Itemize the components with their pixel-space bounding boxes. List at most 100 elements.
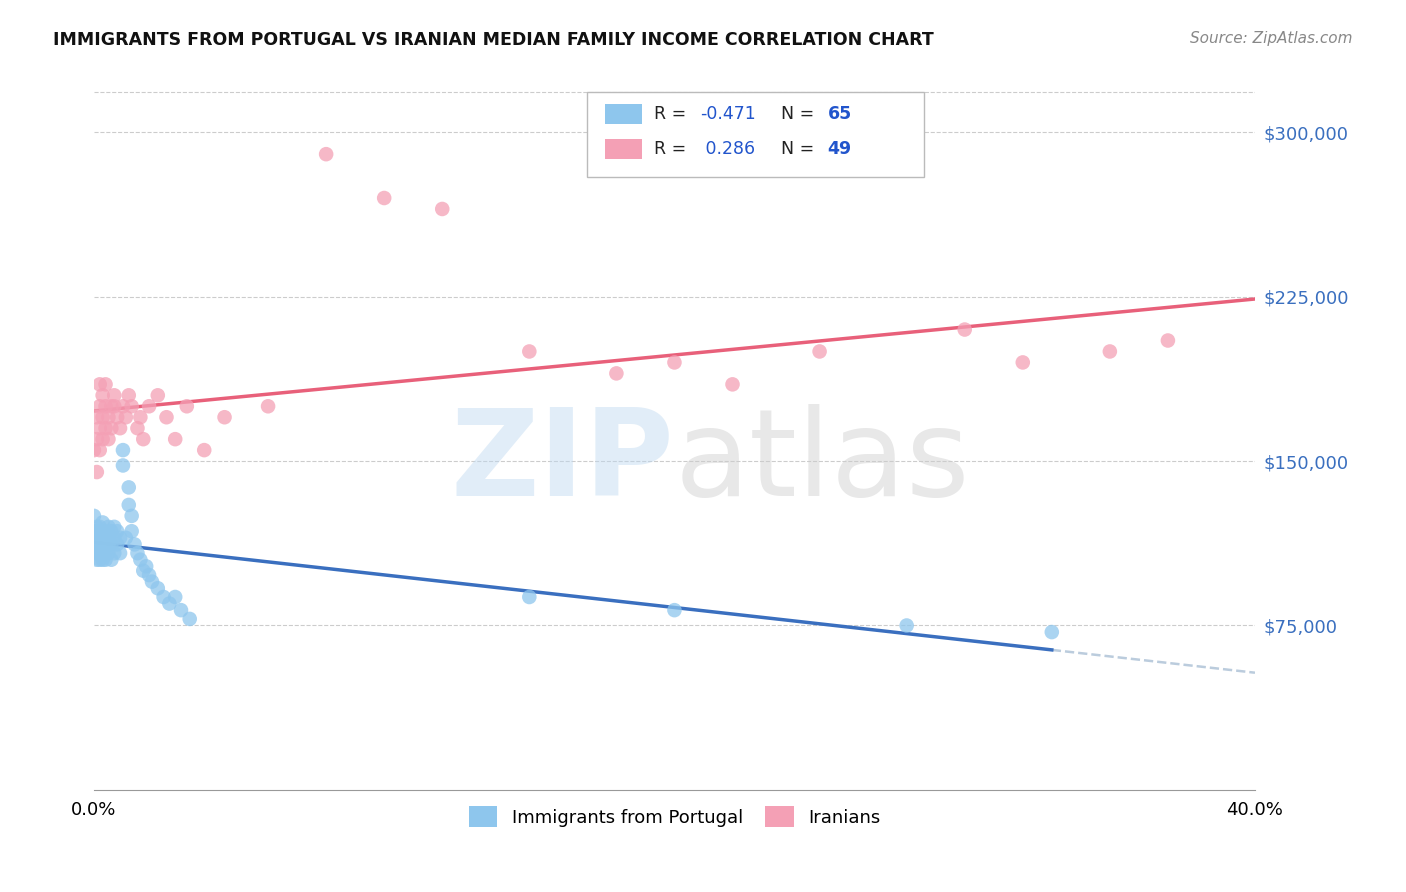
Point — [373, 191, 395, 205]
Point — [165, 432, 187, 446]
Point — [111, 458, 134, 473]
Point — [121, 399, 143, 413]
Point — [121, 508, 143, 523]
Text: atlas: atlas — [675, 404, 970, 521]
Point — [138, 568, 160, 582]
Point — [100, 421, 122, 435]
Point — [89, 443, 111, 458]
Point — [89, 524, 111, 539]
Point — [1040, 625, 1063, 640]
Point — [127, 546, 149, 560]
Text: ZIP: ZIP — [451, 404, 675, 521]
Point — [94, 524, 117, 539]
Point — [103, 546, 125, 560]
Point — [94, 377, 117, 392]
Point — [97, 546, 120, 560]
Point — [91, 432, 114, 446]
Text: N =: N = — [782, 140, 814, 159]
Text: 65: 65 — [828, 104, 852, 123]
FancyBboxPatch shape — [588, 92, 924, 178]
Point — [1011, 355, 1033, 369]
Point — [91, 537, 114, 551]
Point — [105, 410, 128, 425]
Point — [89, 399, 111, 413]
Point — [135, 559, 157, 574]
Point — [103, 399, 125, 413]
Point — [86, 410, 108, 425]
Point — [193, 443, 215, 458]
Point — [91, 388, 114, 402]
Text: R =: R = — [654, 104, 686, 123]
Point — [605, 367, 627, 381]
Point — [176, 399, 198, 413]
Point — [165, 590, 187, 604]
Text: -0.471: -0.471 — [700, 104, 756, 123]
Point — [89, 553, 111, 567]
Point — [86, 531, 108, 545]
Point — [86, 541, 108, 556]
Point — [111, 443, 134, 458]
Point — [115, 410, 138, 425]
Point — [94, 546, 117, 560]
Point — [97, 432, 120, 446]
Point — [1098, 344, 1121, 359]
Text: 49: 49 — [828, 140, 852, 159]
Point — [953, 322, 976, 336]
Point — [83, 443, 105, 458]
Point — [89, 377, 111, 392]
Point — [89, 546, 111, 560]
Point — [157, 597, 180, 611]
Point — [118, 498, 141, 512]
Point — [315, 147, 337, 161]
Point — [896, 618, 918, 632]
FancyBboxPatch shape — [605, 139, 643, 160]
Point — [91, 546, 114, 560]
Point — [118, 388, 141, 402]
Point — [1157, 334, 1180, 348]
Point — [118, 480, 141, 494]
Point — [111, 399, 134, 413]
Text: Source: ZipAtlas.com: Source: ZipAtlas.com — [1189, 31, 1353, 46]
Point — [108, 421, 131, 435]
Point — [86, 553, 108, 567]
Point — [89, 531, 111, 545]
Point — [86, 524, 108, 539]
Point — [89, 537, 111, 551]
Point — [127, 421, 149, 435]
Point — [664, 603, 686, 617]
Point — [86, 546, 108, 560]
Legend: Immigrants from Portugal, Iranians: Immigrants from Portugal, Iranians — [461, 799, 887, 834]
Text: 0.286: 0.286 — [700, 140, 755, 159]
Point — [257, 399, 280, 413]
Point — [517, 590, 540, 604]
Point — [91, 553, 114, 567]
Point — [152, 590, 174, 604]
Point — [91, 410, 114, 425]
Point — [103, 531, 125, 545]
Point — [97, 410, 120, 425]
Point — [94, 531, 117, 545]
Text: R =: R = — [654, 140, 686, 159]
Point — [141, 574, 163, 589]
Point — [91, 531, 114, 545]
Point — [89, 421, 111, 435]
Point — [83, 524, 105, 539]
Point — [808, 344, 831, 359]
Point — [86, 537, 108, 551]
Text: N =: N = — [782, 104, 814, 123]
Point — [94, 421, 117, 435]
Point — [138, 399, 160, 413]
Point — [100, 524, 122, 539]
Point — [86, 520, 108, 534]
Point — [100, 553, 122, 567]
Point — [97, 537, 120, 551]
Point — [132, 432, 155, 446]
Point — [91, 516, 114, 530]
Point — [89, 520, 111, 534]
Point — [155, 410, 177, 425]
Point — [94, 399, 117, 413]
Point — [170, 603, 193, 617]
Point — [89, 541, 111, 556]
Point — [103, 388, 125, 402]
Point — [86, 432, 108, 446]
